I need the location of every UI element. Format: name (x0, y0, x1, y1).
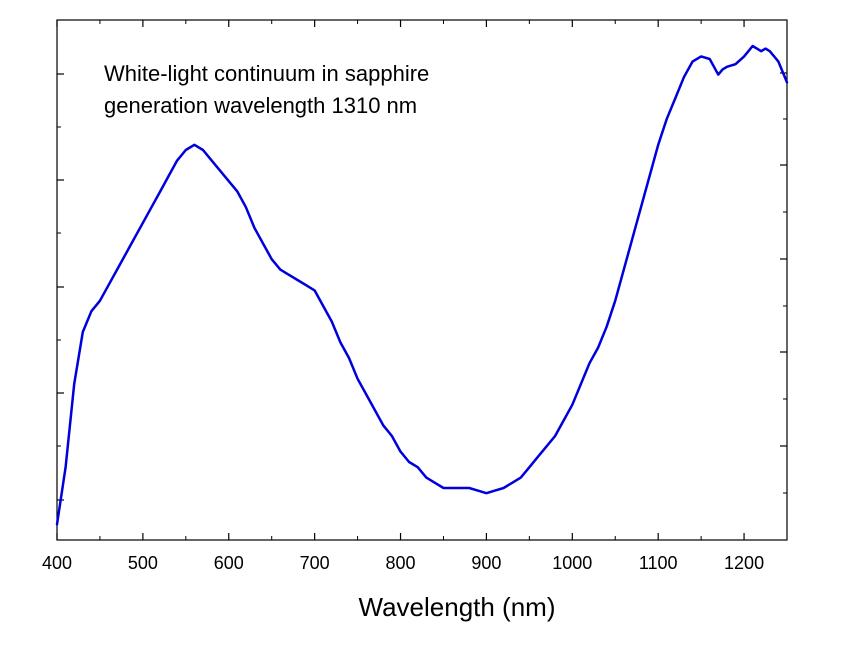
annotation-line-1: White-light continuum in sapphire (104, 61, 429, 86)
y-axis-ticks (57, 72, 787, 501)
x-tick-label: 500 (128, 553, 158, 573)
x-axis-label: Wavelength (nm) (359, 592, 556, 622)
x-tick-label: 400 (42, 553, 72, 573)
x-tick-label: 800 (386, 553, 416, 573)
x-tick-label: 1200 (724, 553, 764, 573)
series-line-1 (55, 44, 789, 526)
x-axis-tick-labels: 400 500 600 700 800 900 1000 1100 1200 (42, 553, 764, 573)
x-tick-label: 700 (300, 553, 330, 573)
plot-frame (56, 19, 788, 541)
annotation-line-2: generation wavelength 1310 nm (104, 93, 417, 118)
x-tick-label: 1100 (639, 553, 678, 573)
series-group (55, 44, 789, 526)
x-tick-label: 1000 (552, 553, 592, 573)
x-tick-label: 900 (471, 553, 501, 573)
x-tick-label: 600 (214, 553, 244, 573)
x-axis-ticks (56, 20, 745, 540)
